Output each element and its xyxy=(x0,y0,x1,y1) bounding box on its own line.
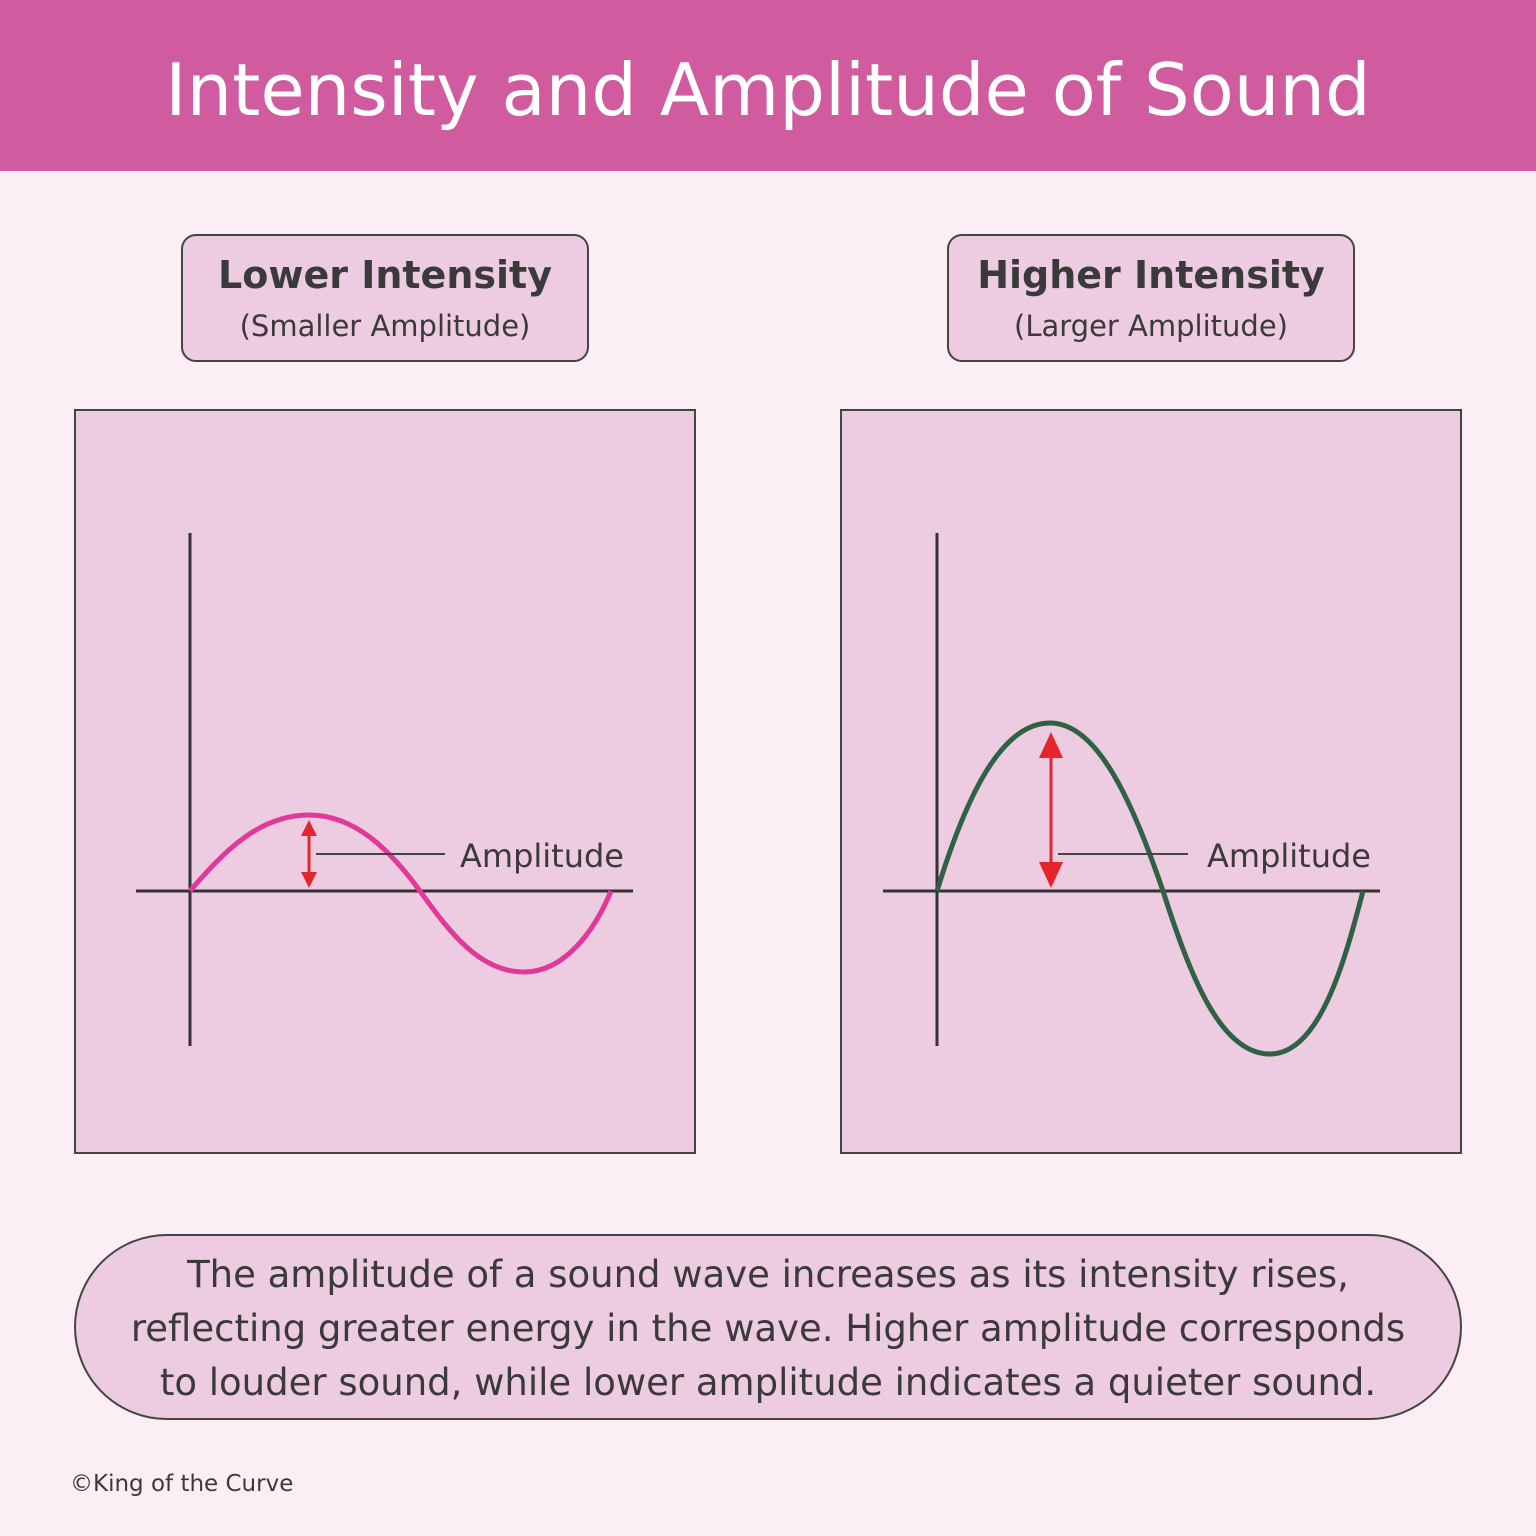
copyright: ©King of the Curve xyxy=(70,1471,293,1497)
description-line: The amplitude of a sound wave increases … xyxy=(186,1253,1349,1296)
panel xyxy=(840,409,1462,1154)
arrow-head xyxy=(301,872,317,888)
panel xyxy=(74,409,696,1154)
header-band xyxy=(0,0,1536,171)
description-line: reflecting greater energy in the wave. H… xyxy=(131,1307,1405,1350)
description-line: to louder sound, while lower amplitude i… xyxy=(160,1361,1376,1404)
description-box xyxy=(74,1234,1462,1420)
panel-subheading: (Larger Amplitude) xyxy=(1014,309,1288,343)
label-box xyxy=(947,234,1355,362)
arrow-head xyxy=(301,820,317,836)
wave xyxy=(934,720,1366,1057)
arrow-head xyxy=(1039,732,1063,758)
label-box xyxy=(181,234,589,362)
amplitude-label: Amplitude xyxy=(1207,837,1371,875)
panel-subheading: (Smaller Amplitude) xyxy=(240,309,531,343)
arrow-head xyxy=(1039,862,1063,888)
panel-heading: Higher Intensity xyxy=(977,253,1325,297)
title: Intensity and Amplitude of Sound xyxy=(165,48,1370,132)
amplitude-label: Amplitude xyxy=(460,837,624,875)
wave xyxy=(188,812,614,975)
panel-heading: Lower Intensity xyxy=(218,253,552,297)
